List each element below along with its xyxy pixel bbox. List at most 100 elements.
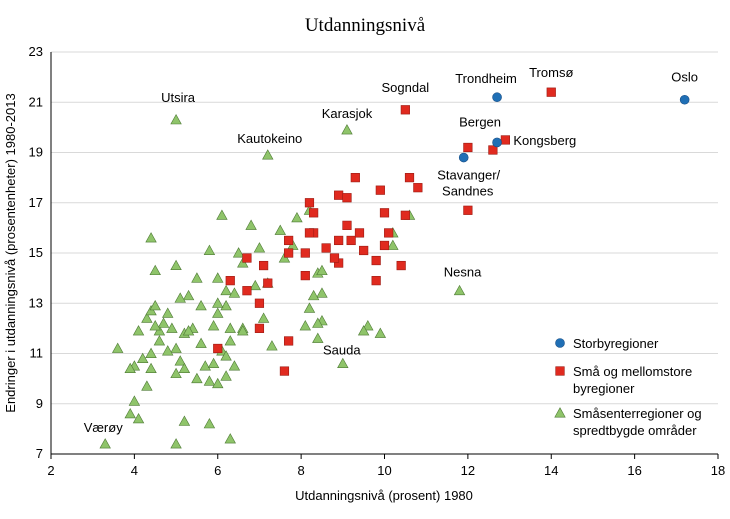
smaasenter-point (237, 325, 249, 336)
smaasenter-point (216, 209, 228, 220)
smaasenter-point (170, 342, 182, 353)
y-tick-label: 13 (29, 295, 43, 310)
smaasenter-point (220, 284, 232, 296)
x-tick-label: 12 (461, 463, 475, 478)
smaa_mellom-point (346, 235, 356, 246)
smaa_mellom-point (254, 323, 265, 333)
legend-label: Storbyregioner (573, 336, 659, 351)
axes (50, 52, 719, 459)
smaasenter-point (362, 320, 374, 331)
smaasenter-point (266, 340, 278, 351)
chart-title: Utdanningsnivå (305, 15, 426, 36)
smaasenter-point (128, 395, 141, 406)
y-tick-label: 19 (29, 145, 43, 160)
smaasenter-point (357, 325, 370, 336)
grid-lines (51, 51, 718, 405)
smaasenter-point (212, 377, 224, 389)
smaa_mellom-point (359, 245, 369, 256)
annotation-label: Trondheim (455, 71, 517, 86)
smaa_mellom-point (300, 248, 310, 258)
smaa_mellom-point (400, 105, 410, 115)
smaasenter-point (166, 322, 178, 333)
smaa_mellom-point (284, 235, 294, 246)
smaa_mellom-point (546, 87, 556, 97)
smaasenter-point (316, 287, 328, 298)
smaasenter-point (203, 244, 216, 255)
smaa_mellom-point (375, 185, 385, 195)
x-tick-label: 18 (711, 463, 725, 478)
annotation-label: Oslo (671, 70, 698, 85)
smaa_mellom-point (213, 343, 223, 354)
annotation-label: Karasjok (322, 106, 373, 121)
smaasenter-point (262, 149, 274, 160)
point-annotations: Oslo Trondheim Tromsø Sogndal Utsira Karasjok… (84, 65, 698, 435)
smaa_mellom-point (379, 240, 390, 251)
smaa_mellom-point (379, 208, 390, 218)
smaa_mellom-point (342, 193, 352, 203)
smaasenter-point (203, 375, 216, 386)
storby-point (458, 152, 469, 163)
legend-label: Småsenterregioner og (573, 406, 702, 421)
smaasenter-point (228, 360, 241, 371)
smaa_mellom-point (334, 235, 344, 246)
smaa_mellom-point (334, 190, 344, 200)
smaasenter-point (307, 289, 320, 301)
annotation-label: Sauda (323, 343, 361, 358)
smaasenter-point (220, 350, 232, 361)
smaa_mellom-point (304, 228, 315, 238)
x-tick-label: 4 (131, 463, 138, 478)
smaa_mellom-point (279, 366, 290, 376)
annotation-label: Sogndal (381, 80, 429, 95)
annotation-label: Bergen (459, 114, 501, 129)
x-axis-label: Utdanningsnivå (prosent) 1980 (295, 488, 473, 503)
smaasenter-point (245, 219, 257, 230)
x-tick-labels: 2 4 6 8 10 12 14 16 18 (47, 463, 725, 478)
smaasenter-point (374, 327, 387, 338)
y-tick-label: 21 (29, 94, 43, 109)
smaa_mellom-point (404, 173, 415, 183)
smaasenter-point (124, 362, 136, 374)
smaasenter-point (170, 367, 182, 379)
smaasenter-point (149, 299, 161, 311)
smaasenter-point (257, 312, 270, 323)
smaa_mellom-point (500, 135, 510, 145)
smaasenter-point (170, 259, 182, 271)
annotation-label: Sandnes (442, 184, 494, 199)
y-tick-labels: 7 9 11 13 15 17 19 21 23 (29, 44, 43, 461)
smaasenter-point (182, 289, 195, 301)
smaa_mellom-point (329, 253, 340, 263)
smaasenter-point (312, 332, 324, 343)
smaa_mellom-point (284, 248, 294, 258)
smaa_mellom-point (350, 173, 360, 183)
y-tick-label: 7 (36, 446, 43, 461)
annotation-label: Tromsø (529, 65, 573, 80)
y-tick-label: 15 (29, 245, 43, 260)
smaa_mellom-point (463, 142, 473, 153)
smaasenter-point (157, 317, 170, 328)
smaasenter-point (191, 272, 203, 283)
annotation-label: Kongsberg (513, 133, 576, 148)
annotation-label: Værøy (84, 420, 124, 435)
smaasenter-point (191, 372, 203, 384)
smaasenter-point (170, 438, 182, 449)
smaasenter-point (337, 357, 349, 369)
smaasenter-point (141, 312, 153, 323)
smaasenter-point (195, 299, 207, 311)
smaasenter-point (274, 224, 286, 235)
smaa_mellom-point (371, 255, 381, 266)
smaa_mellom-point (321, 243, 331, 253)
x-tick-label: 14 (544, 463, 558, 478)
smaasenter-point (145, 362, 157, 374)
smaa_mellom-point (463, 205, 473, 215)
smaasenter-point (212, 307, 224, 318)
legend-label: byregioner (573, 381, 635, 396)
smaasenter-point (249, 279, 261, 291)
smaasenter-point (153, 335, 166, 346)
legend-marker-smaa_mellom (555, 366, 565, 376)
smaasenter-point (111, 342, 124, 353)
data-points (99, 87, 690, 449)
smaa_mellom-point (354, 228, 365, 238)
smaasenter-point (145, 304, 157, 316)
smaa_mellom-point (342, 220, 352, 230)
y-axis-label: Endringer i utdanningsnivå (prosentenhet… (3, 93, 18, 412)
